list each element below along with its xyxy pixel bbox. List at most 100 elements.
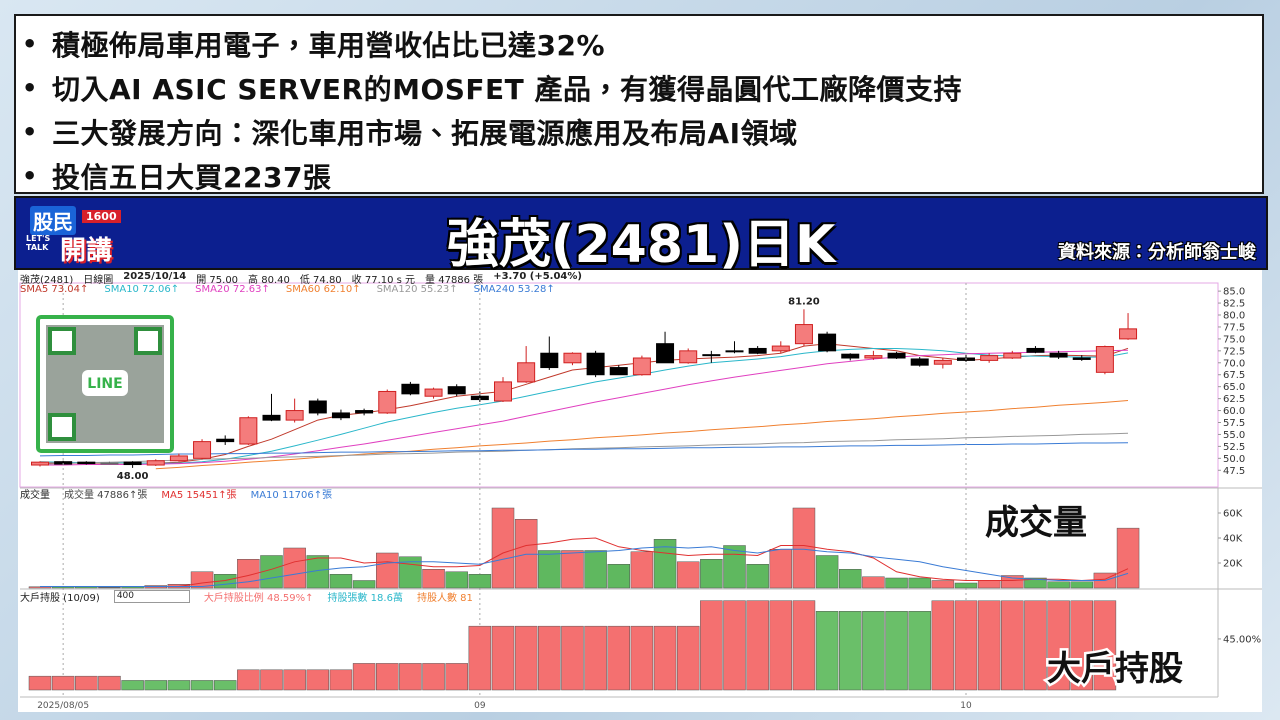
candle-body bbox=[100, 462, 119, 465]
bar bbox=[538, 550, 561, 589]
bullet-text: 切入AI ASIC SERVER的MOSFET 產品，有獲得晶圓代工廠降價支持 bbox=[52, 73, 963, 106]
bar bbox=[306, 555, 330, 589]
candle-body bbox=[216, 438, 235, 443]
candle-body bbox=[308, 400, 327, 414]
bar bbox=[700, 559, 723, 589]
bar bbox=[514, 519, 538, 589]
price-info-item: 收 77.10 s 元 bbox=[351, 275, 416, 286]
y-tick-label: 75.0 bbox=[1223, 334, 1245, 345]
candle-body bbox=[563, 352, 582, 364]
candle-body bbox=[980, 355, 999, 361]
selector[interactable]: 400 bbox=[113, 590, 190, 603]
bar bbox=[121, 680, 144, 691]
y-tick-label: 82.5 bbox=[1223, 299, 1245, 310]
bar bbox=[422, 663, 445, 691]
bar bbox=[630, 625, 654, 691]
bar bbox=[977, 580, 1001, 589]
candle-body bbox=[123, 461, 142, 466]
bullet-text: 積極佈局車用電子，車用營收佔比已達32% bbox=[52, 29, 606, 62]
volume-legend: 成交量 成交量 47886↑張 MA5 15451↑張 MA10 11706↑張 bbox=[20, 486, 332, 501]
legend-entry: SMA120 55.23↑ bbox=[376, 284, 458, 295]
banner: 股民 1600 LET'S TALK 開講 強茂(2481)日K 資料來源：分析… bbox=[14, 196, 1268, 275]
bar bbox=[561, 550, 584, 589]
bar bbox=[1093, 600, 1117, 691]
bar bbox=[51, 675, 75, 691]
bar bbox=[491, 507, 515, 589]
bar bbox=[75, 675, 98, 691]
candle-body bbox=[1095, 346, 1114, 373]
legend-entry: 持股張數 18.6萬 bbox=[327, 593, 403, 604]
bar bbox=[815, 611, 839, 691]
candle-body bbox=[447, 386, 466, 395]
legend-entry: SMA20 72.63↑ bbox=[195, 284, 270, 295]
candle-body bbox=[818, 333, 837, 352]
ma-line bbox=[40, 537, 1129, 587]
bar bbox=[676, 561, 700, 589]
qr-code: LINE bbox=[36, 315, 174, 453]
bar bbox=[376, 552, 399, 589]
qr-finder bbox=[134, 327, 162, 355]
legend-entry: MA10 11706↑張 bbox=[250, 490, 333, 501]
bar bbox=[977, 600, 1001, 691]
legend-entry: SMA5 73.04↑ bbox=[20, 284, 89, 295]
panel-title: 大戶持股 (10/09) bbox=[20, 593, 100, 604]
bar bbox=[700, 600, 723, 691]
banner-source: 資料來源：分析師翁士峻 bbox=[1058, 242, 1256, 263]
candle-body bbox=[794, 324, 813, 345]
candle-body bbox=[239, 417, 258, 445]
logo-tag: LET'S TALK bbox=[26, 234, 51, 252]
bar bbox=[653, 625, 677, 691]
price-info-item: 2025/10/14 bbox=[123, 271, 187, 282]
bar bbox=[1047, 581, 1070, 589]
y-tick-label: 60K bbox=[1223, 509, 1243, 520]
ma-line bbox=[39, 432, 1129, 465]
candle-body bbox=[77, 461, 96, 465]
bar bbox=[908, 611, 931, 691]
bar bbox=[190, 680, 214, 691]
ma-line bbox=[39, 442, 1129, 457]
y-tick-label: 57.5 bbox=[1223, 418, 1245, 429]
bar bbox=[28, 675, 52, 691]
bar bbox=[885, 611, 908, 691]
panel-title: 成交量 bbox=[20, 490, 50, 501]
bar bbox=[746, 600, 769, 691]
bar bbox=[167, 680, 191, 691]
bar bbox=[1047, 600, 1070, 691]
bar bbox=[422, 569, 445, 589]
bar bbox=[1024, 577, 1047, 589]
bar bbox=[676, 625, 700, 691]
ma-line bbox=[39, 348, 1129, 464]
bar bbox=[399, 663, 422, 691]
price-info-item: 高 80.40 bbox=[248, 275, 290, 286]
candle-body bbox=[864, 355, 883, 359]
candle-body bbox=[540, 352, 559, 369]
bar bbox=[839, 569, 862, 589]
candle-body bbox=[632, 357, 651, 376]
bar bbox=[514, 625, 538, 691]
candle-body bbox=[748, 347, 767, 354]
qr-badge bbox=[82, 370, 128, 396]
y-tick-label: 65.0 bbox=[1223, 382, 1245, 393]
holding-legend: 大戶持股 (10/09) 400 大戶持股比例 48.59%↑ 持股張數 18.6萬 持… bbox=[20, 589, 473, 604]
y-tick-label: 62.5 bbox=[1223, 394, 1245, 405]
candle-body bbox=[424, 388, 443, 397]
bar bbox=[1070, 581, 1093, 589]
legend-entry: SMA60 62.10↑ bbox=[285, 284, 361, 295]
marks: 85.082.580.077.575.072.570.067.565.062.5… bbox=[28, 283, 1261, 711]
candle-body bbox=[1119, 328, 1138, 340]
price-annotation: 48.00 bbox=[117, 471, 149, 482]
price-info-item: +3.70 (+5.04%) bbox=[493, 271, 582, 282]
bar bbox=[862, 576, 885, 589]
panel-overlay: 成交量 bbox=[985, 503, 1087, 543]
bar bbox=[885, 577, 908, 589]
bar bbox=[491, 625, 515, 691]
plot: 85.082.580.077.575.072.570.067.565.062.5… bbox=[19, 282, 1262, 711]
bar bbox=[653, 539, 677, 589]
bar bbox=[746, 564, 769, 589]
legend-entry: 持股人數 81 bbox=[416, 593, 473, 604]
bar bbox=[769, 549, 793, 589]
logo-bottom: 開講 bbox=[60, 236, 113, 266]
bar bbox=[468, 574, 492, 589]
price-info-item: 量 47886 張 bbox=[425, 275, 484, 286]
